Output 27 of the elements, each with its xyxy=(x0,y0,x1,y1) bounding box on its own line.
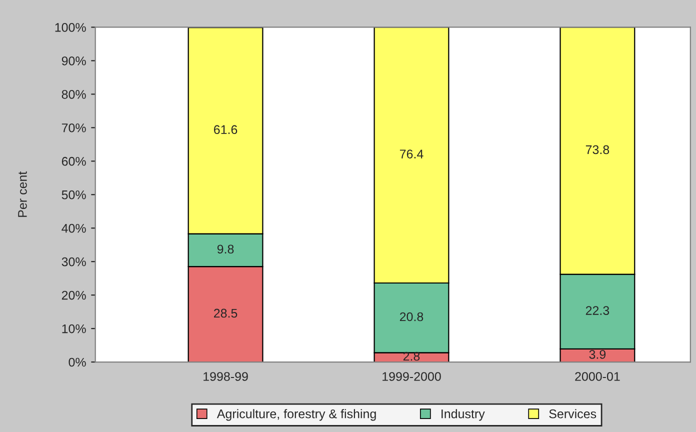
y-tick-label: 80% xyxy=(62,90,86,99)
y-tick-label: 20% xyxy=(62,290,86,300)
y-tick-label: 60% xyxy=(62,156,86,166)
y-axis-title: Per cent xyxy=(18,171,27,217)
data-label: 28.5 xyxy=(214,308,238,318)
data-label: 76.4 xyxy=(400,150,424,158)
y-tick-label: 90% xyxy=(62,56,86,66)
data-label: 61.6 xyxy=(214,125,238,134)
data-label: 2.8 xyxy=(403,352,420,361)
y-tick-label: 40% xyxy=(62,224,86,233)
legend-label: Services xyxy=(549,409,596,418)
x-tick-label: 1999-2000 xyxy=(382,372,441,381)
data-label: 22.3 xyxy=(586,306,610,315)
data-label: 3.9 xyxy=(589,350,606,359)
y-tick-label: 30% xyxy=(62,257,86,266)
x-tick-label: 2000-01 xyxy=(575,372,620,381)
data-label: 20.8 xyxy=(400,312,424,322)
legend-label: Agriculture, forestry & fishing xyxy=(216,409,376,421)
y-tick-label: 0% xyxy=(68,358,86,367)
data-label: 9.8 xyxy=(217,244,234,254)
x-tick-label: 1998-99 xyxy=(204,372,248,381)
y-tick-label: 70% xyxy=(62,123,86,132)
y-tick-label: 10% xyxy=(62,324,86,334)
y-tick-label: 50% xyxy=(62,190,86,200)
legend-label: Industry xyxy=(442,409,485,421)
y-tick-label: 100% xyxy=(55,23,86,32)
data-label: 73.8 xyxy=(586,145,610,154)
